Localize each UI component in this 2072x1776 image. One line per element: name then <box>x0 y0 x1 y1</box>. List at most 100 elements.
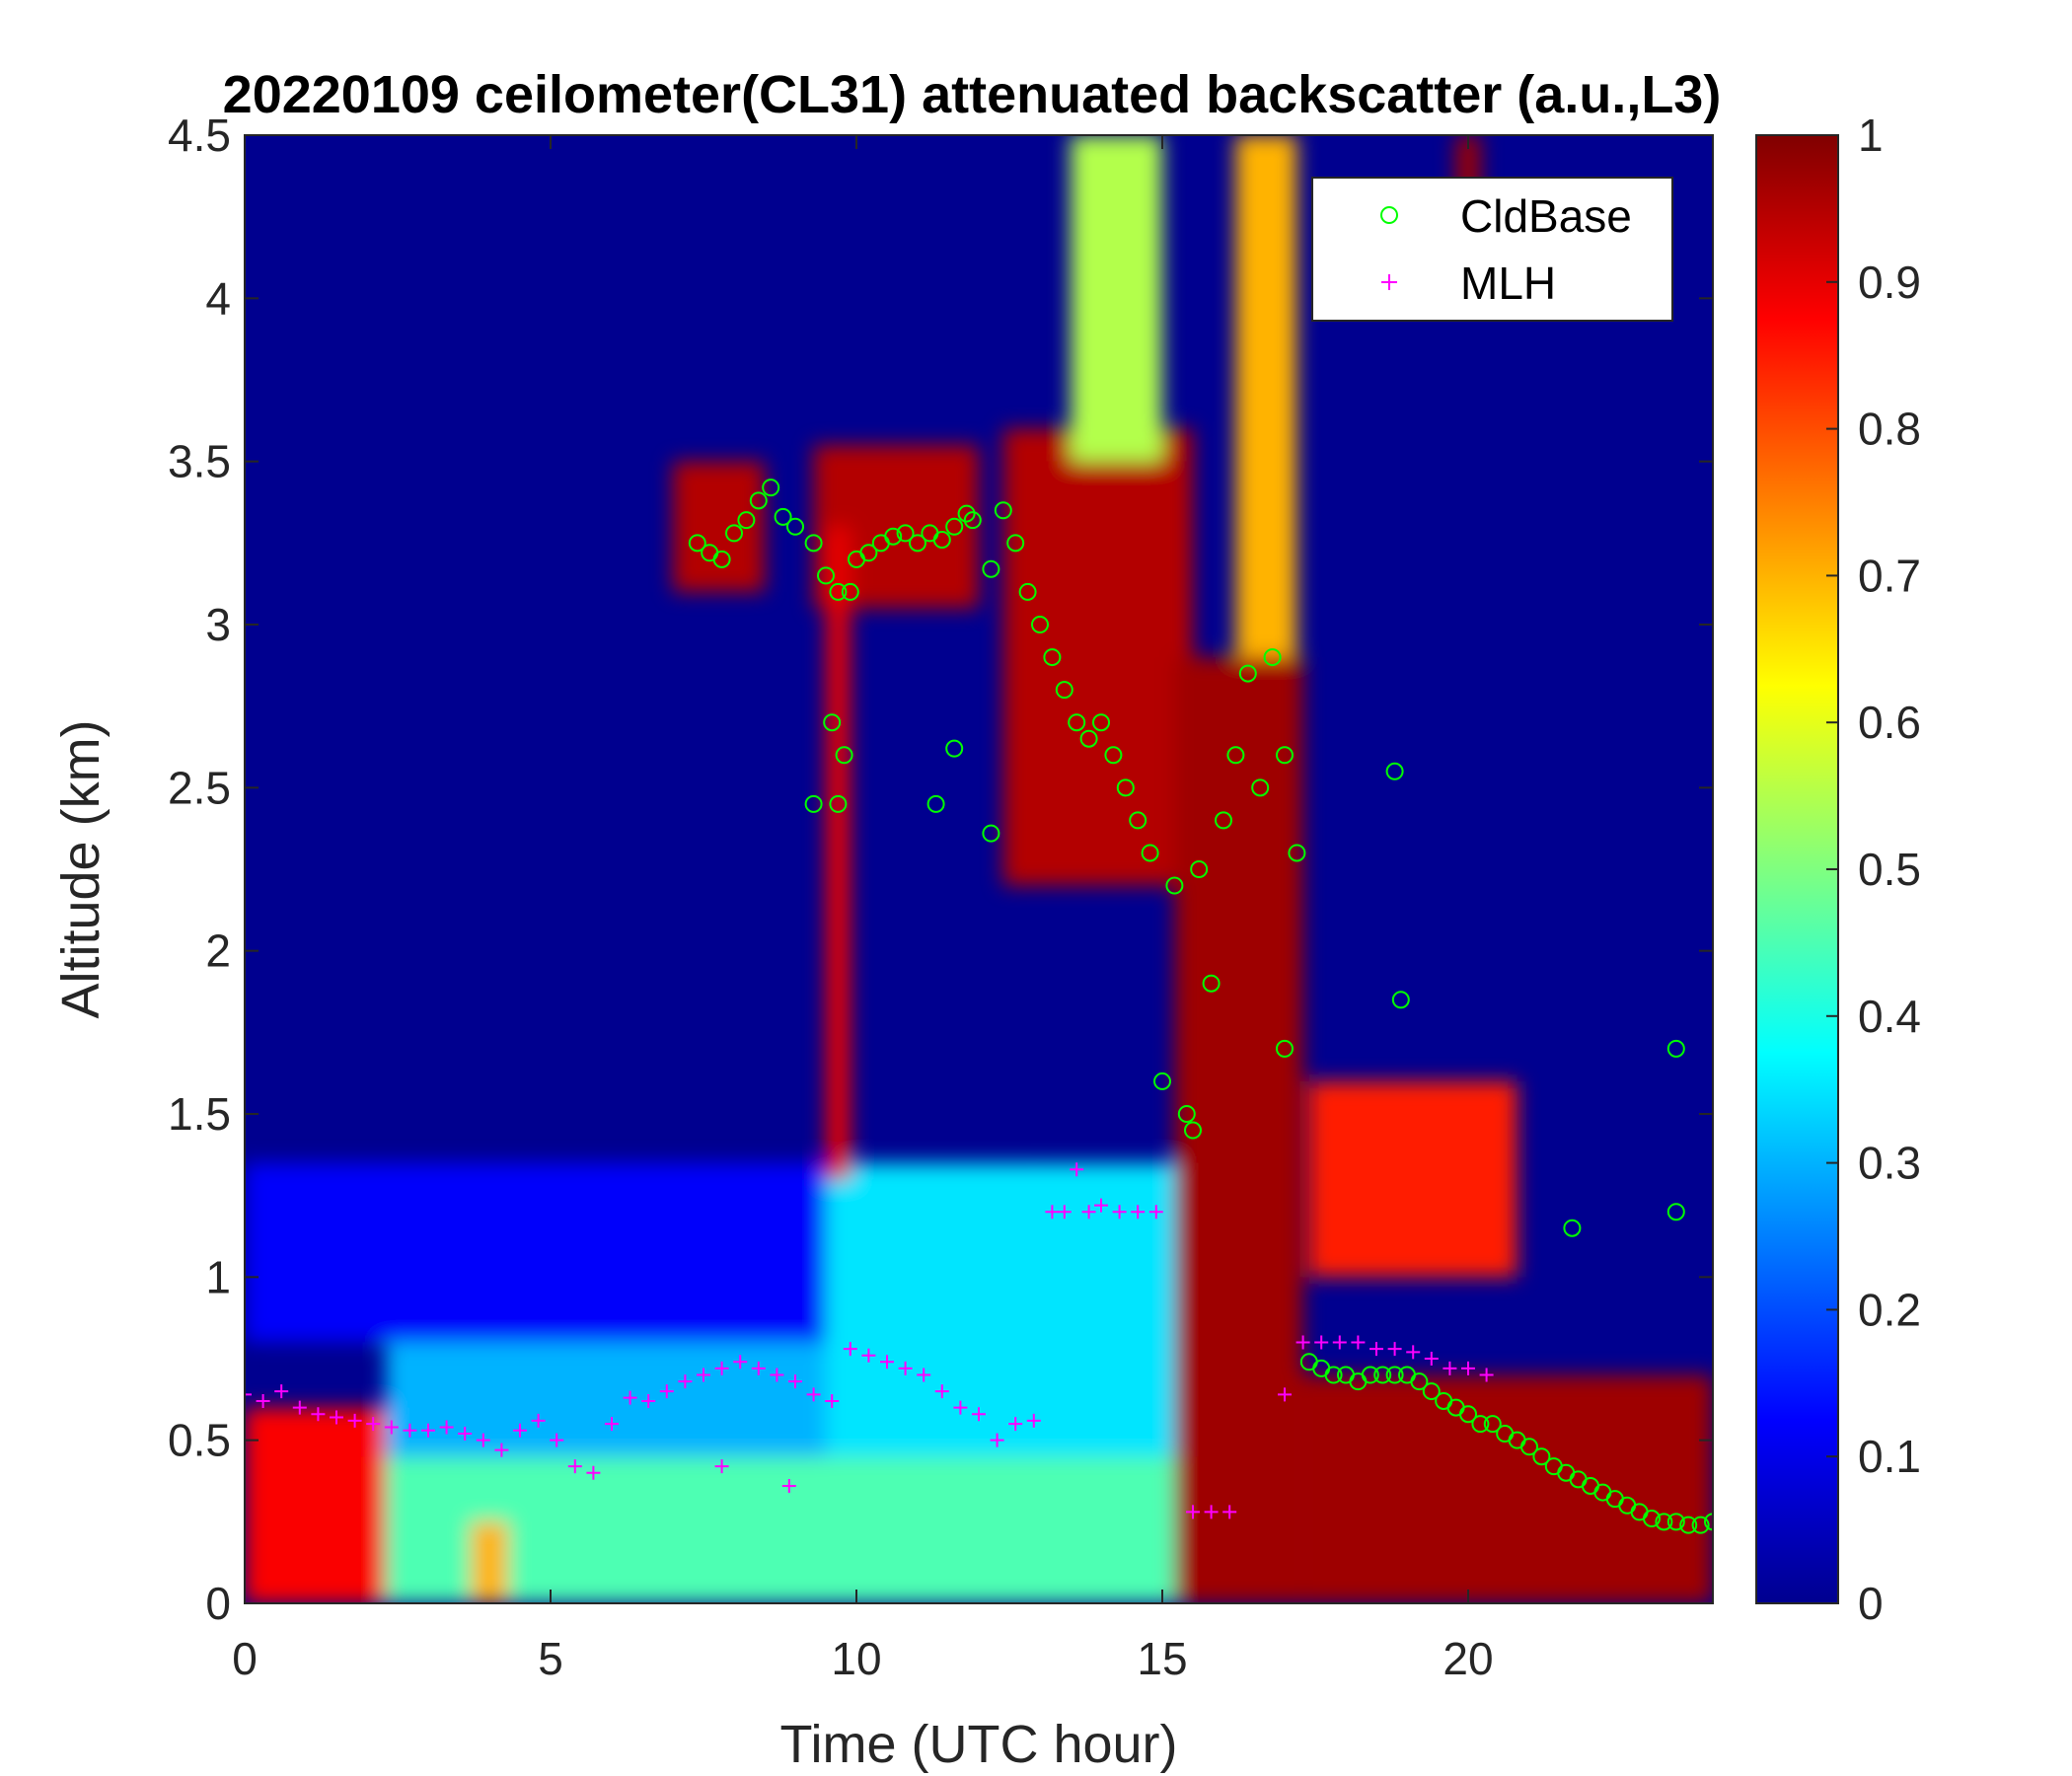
cldbase-point <box>829 794 848 813</box>
mlh-point <box>1026 1413 1041 1428</box>
cldbase-point <box>1666 1513 1685 1531</box>
mlh-point <box>256 1393 270 1408</box>
cldbase-point <box>1251 778 1270 797</box>
x-tick-label: 20 <box>1443 1633 1493 1684</box>
cldbase-point <box>749 491 768 510</box>
cldbase-point <box>1563 1219 1582 1237</box>
x-tick-label: 0 <box>232 1633 258 1684</box>
mlh-point <box>770 1368 784 1382</box>
cldbase-point <box>841 582 859 601</box>
mlh-point <box>605 1417 619 1432</box>
mlh-point <box>311 1407 326 1422</box>
mlh-point <box>1443 1361 1457 1375</box>
colorbar-tick-label: 0.9 <box>1858 257 1921 308</box>
mlh-point <box>806 1387 821 1402</box>
field-region-1 <box>385 1456 1181 1603</box>
mlh-point <box>531 1413 546 1428</box>
cldbase-point <box>1141 844 1159 862</box>
cldbase-point <box>712 550 731 568</box>
x-tick-label: 15 <box>1137 1633 1187 1684</box>
cldbase-point <box>982 824 1000 843</box>
cldbase-point <box>1288 844 1306 862</box>
cldbase-point <box>1459 1405 1477 1424</box>
mlh-point <box>678 1374 693 1389</box>
mlh-point <box>1204 1505 1219 1519</box>
field-region-4 <box>826 1162 1181 1457</box>
cldbase-point <box>1666 1203 1685 1221</box>
cldbase-point <box>1483 1415 1502 1434</box>
field-region-2 <box>385 1342 826 1457</box>
cldbase-point <box>1471 1415 1490 1434</box>
y-tick-label: 2 <box>205 925 231 977</box>
mlh-point <box>825 1393 840 1408</box>
colorbar-tick-label: 0.2 <box>1858 1284 1921 1335</box>
cldbase-point <box>1215 811 1232 830</box>
mlh-point <box>274 1384 289 1399</box>
mlh-point <box>1148 1205 1163 1220</box>
legend-marker-mlh <box>1381 274 1397 290</box>
cldbase-point <box>1153 1072 1171 1090</box>
colorbar-tick-label: 0.3 <box>1858 1138 1921 1189</box>
cldbase-point <box>774 507 792 526</box>
colorbar-tick-label: 0 <box>1858 1578 1884 1629</box>
mlh-point <box>1186 1505 1200 1519</box>
cldbase-point <box>982 559 1000 578</box>
cldbase-point <box>1129 811 1147 830</box>
mlh-point <box>714 1361 729 1375</box>
series-cldbase <box>688 479 1713 1534</box>
cldbase-point <box>688 534 706 553</box>
colorbar-tick-label: 0.5 <box>1858 844 1921 895</box>
mlh-point <box>861 1348 876 1363</box>
y-tick-label: 1.5 <box>168 1088 231 1140</box>
mlh-point <box>366 1417 381 1432</box>
cldbase-point <box>909 534 926 553</box>
mlh-point <box>788 1374 802 1389</box>
mlh-point <box>898 1361 913 1375</box>
series-layer <box>245 479 1713 1534</box>
legend: CldBase MLH <box>1311 177 1673 322</box>
mlh-point <box>1387 1342 1402 1357</box>
colorbar-tick-label: 1 <box>1858 110 1884 161</box>
cldbase-point <box>829 582 848 601</box>
cldbase-point <box>1361 1366 1379 1384</box>
cldbase-point <box>932 531 951 550</box>
mlh-point <box>292 1400 307 1415</box>
cldbase-point <box>926 794 945 813</box>
cldbase-point <box>1184 1121 1202 1140</box>
mlh-point <box>934 1384 949 1399</box>
y-tick-label: 4.5 <box>168 110 231 161</box>
mlh-point <box>384 1420 399 1435</box>
cldbase-point <box>1190 860 1209 878</box>
cldbase-point <box>1104 746 1123 765</box>
mlh-point <box>641 1393 656 1408</box>
mlh-point <box>880 1355 894 1369</box>
mlh-point <box>1461 1361 1475 1375</box>
cldbase-point <box>1385 762 1404 780</box>
colorbar-tick-label: 0.6 <box>1858 697 1921 748</box>
y-tick-label: 2.5 <box>168 762 231 813</box>
mlh-point <box>1070 1162 1084 1177</box>
y-tick-label: 0 <box>205 1578 231 1629</box>
colorbar-tick-label: 0.8 <box>1858 404 1921 455</box>
field-region-14 <box>1308 1080 1517 1278</box>
mlh-point <box>1351 1335 1366 1350</box>
mlh-point <box>953 1400 968 1415</box>
cldbase-point <box>1410 1372 1429 1391</box>
cldbase-point <box>1018 582 1037 601</box>
cldbase-point <box>1079 729 1098 748</box>
cldbase-point <box>1116 778 1135 797</box>
cldbase-point <box>1068 713 1086 732</box>
mlh-point <box>917 1368 931 1382</box>
mlh-point <box>586 1465 601 1480</box>
y-tick-label: 3.5 <box>168 436 231 487</box>
field-region-8 <box>826 526 851 1180</box>
legend-label-mlh: MLH <box>1460 258 1556 309</box>
cldbase-point <box>896 524 915 543</box>
cldbase-point <box>762 479 780 497</box>
mlh-point <box>1406 1345 1421 1360</box>
cldbase-point <box>1391 991 1410 1009</box>
mlh-point <box>1369 1342 1383 1357</box>
cldbase-point <box>1276 1039 1294 1058</box>
cldbase-point <box>804 534 823 553</box>
cldbase-point <box>1520 1438 1538 1456</box>
